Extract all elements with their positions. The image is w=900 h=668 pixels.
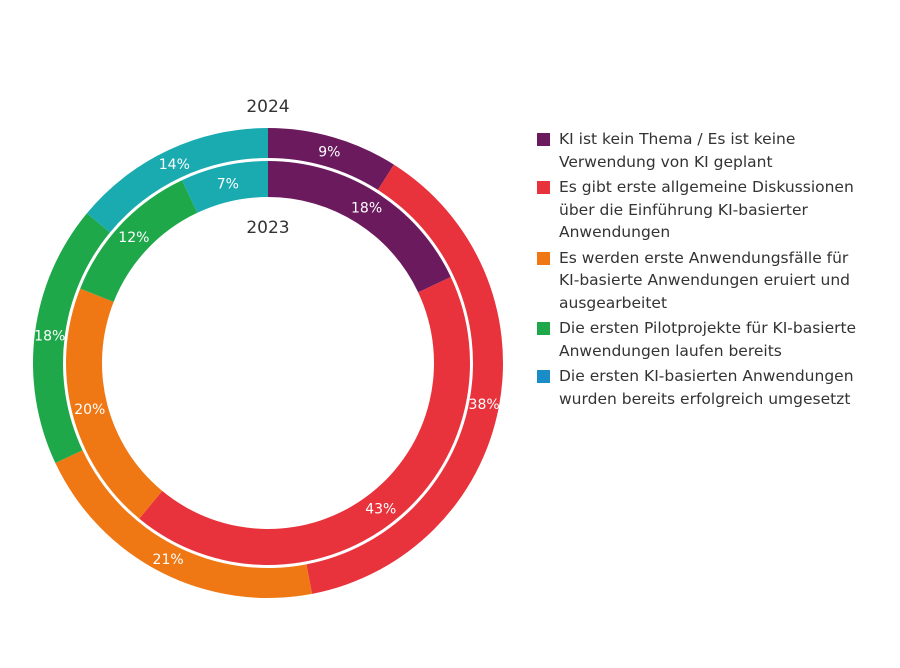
legend-swatch [537,251,550,265]
segment-2024-1 [306,164,504,594]
legend-label: KI ist kein Thema / Es ist keine Verwend… [559,130,796,171]
data-label: 43% [365,501,396,517]
legend-label: Die ersten KI-basierten Anwendungen wurd… [559,367,854,408]
series-label-2023: 2023 [246,218,289,238]
data-label: 7% [217,176,239,192]
data-label: 18% [34,328,65,344]
series-label-2024: 2024 [246,97,289,117]
legend-item: Die ersten KI-basierten Anwendungen wurd… [537,365,867,410]
segment-2023-0 [268,161,451,293]
segment-2023-3 [80,180,198,302]
segment-2023-2 [65,288,163,519]
data-label: 20% [74,402,105,418]
segment-2023-1 [139,276,471,566]
segment-2023-4 [181,161,268,213]
data-label: 9% [318,145,340,161]
legend-item: KI ist kein Thema / Es ist keine Verwend… [537,128,867,173]
legend-swatch [537,370,550,383]
segment-2024-2 [55,450,313,599]
segment-2024-4 [86,127,269,233]
data-label: 12% [118,230,149,246]
legend-swatch [537,133,550,146]
data-label: 14% [159,157,190,173]
legend-swatch [537,322,550,335]
segment-2024-0 [268,128,394,190]
data-label: 21% [153,552,184,568]
data-label: 38% [469,397,500,413]
legend-item: Es gibt erste allgemeine Diskussionen üb… [537,176,867,244]
legend-label: Die ersten Pilotprojekte für KI-basierte… [559,319,857,360]
legend-item: Es werden erste Anwendungsfälle für KI-b… [537,247,867,315]
legend-swatch [537,181,550,194]
legend-label: Es gibt erste allgemeine Diskussionen üb… [559,178,854,241]
legend-item: Die ersten Pilotprojekte für KI-basierte… [537,317,867,362]
legend-label: Es werden erste Anwendungsfälle für KI-b… [559,248,851,312]
legend: KI ist kein Thema / Es ist keine Verwend… [537,128,867,413]
segment-2024-3 [33,213,111,464]
data-label: 18% [351,201,382,217]
